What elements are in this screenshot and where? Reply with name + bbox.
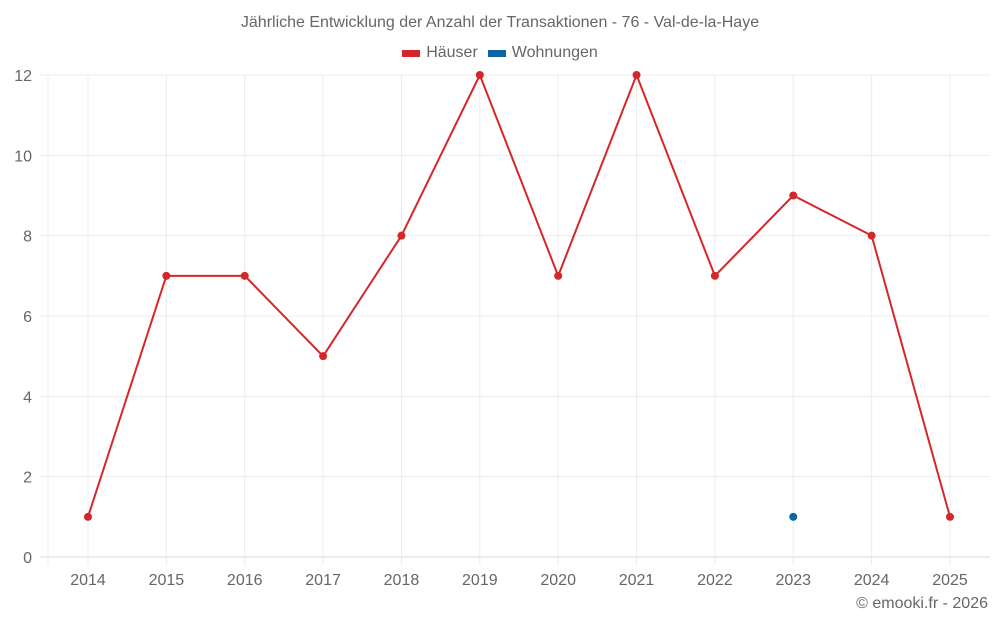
x-tick-label: 2021 xyxy=(619,572,655,589)
x-tick-label: 2014 xyxy=(70,572,106,589)
x-tick-label: 2015 xyxy=(149,572,185,589)
data-point[interactable] xyxy=(84,512,92,521)
data-point[interactable] xyxy=(554,271,563,280)
axes: 0 2 4 6 8 10 12 2014 2015 2016 2017 2018 2019 2020 202… xyxy=(14,68,968,589)
data-point[interactable] xyxy=(475,71,484,79)
x-tick-label: 2025 xyxy=(932,572,968,589)
data-point[interactable] xyxy=(632,71,641,79)
data-point[interactable] xyxy=(162,271,171,280)
data-point[interactable] xyxy=(789,191,798,200)
data-point[interactable] xyxy=(397,231,406,240)
legend-swatch-wohnungen-icon xyxy=(487,49,506,57)
chart-title: Jährliche Entwicklung der Anzahl der Tra… xyxy=(240,14,760,31)
y-tick-label: 10 xyxy=(14,148,32,165)
data-point[interactable] xyxy=(946,512,954,521)
data-point[interactable] xyxy=(710,271,719,280)
legend-label-wohnungen: Wohnungen xyxy=(511,44,598,61)
x-tick-label: 2016 xyxy=(227,572,263,589)
legend: Häuser Wohnungen xyxy=(0,44,1000,62)
legend-swatch-haeuser-icon xyxy=(402,49,421,57)
data-series xyxy=(84,71,954,521)
legend-label-haeuser: Häuser xyxy=(426,44,478,61)
x-tick-label: 2023 xyxy=(775,572,811,589)
y-tick-label: 8 xyxy=(23,229,32,246)
x-tick-label: 2024 xyxy=(854,572,890,589)
x-tick-label: 2018 xyxy=(384,572,420,589)
grid-lines xyxy=(40,74,990,565)
y-tick-label: 12 xyxy=(14,68,32,85)
x-tick-label: 2020 xyxy=(540,572,576,589)
y-tick-label: 2 xyxy=(23,470,32,487)
data-point[interactable] xyxy=(789,512,798,521)
data-point[interactable] xyxy=(240,271,249,280)
data-point[interactable] xyxy=(867,231,876,240)
copyright-credit: © emooki.fr - 2026 xyxy=(856,595,988,612)
y-tick-label: 4 xyxy=(23,389,32,406)
series-line xyxy=(87,74,951,518)
x-tick-label: 2017 xyxy=(305,572,341,589)
x-tick-label: 2019 xyxy=(462,572,498,589)
y-tick-label: 0 xyxy=(23,550,32,567)
data-point[interactable] xyxy=(319,352,328,361)
legend-item-wohnungen[interactable]: Wohnungen xyxy=(487,44,598,62)
legend-item-haeuser[interactable]: Häuser xyxy=(402,44,478,62)
x-tick-label: 2022 xyxy=(697,572,733,589)
y-tick-label: 6 xyxy=(23,309,32,326)
